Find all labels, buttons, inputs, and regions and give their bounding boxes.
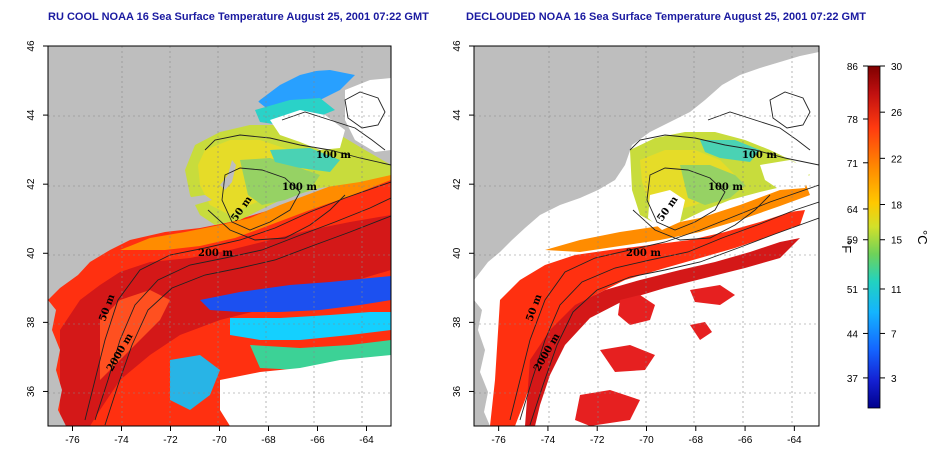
fahrenheit-tick-label: 44 [847, 329, 859, 340]
left-map: 100 m 100 m 50 m 200 m 50 m 2000 m [48, 46, 391, 426]
fahrenheit-tick-label: 71 [847, 159, 859, 170]
lon-tick-label: -76 [65, 435, 80, 446]
coastline-land [474, 46, 819, 280]
celsius-tick-label: 7 [891, 329, 897, 340]
lat-tick-label: 36 [452, 385, 463, 397]
lon-tick-label: -66 [738, 435, 753, 446]
lon-tick-label: -70 [212, 435, 227, 446]
celsius-tick-label: 22 [891, 154, 903, 165]
fahrenheit-tick-label: 86 [847, 62, 859, 73]
contour-label: 100 m [316, 150, 351, 161]
coastline-land [48, 46, 391, 260]
lon-tick-label: -70 [639, 435, 654, 446]
lat-tick-label: 42 [452, 178, 463, 190]
lon-tick-label: -68 [689, 435, 704, 446]
lat-tick-label: 46 [26, 40, 37, 52]
lon-tick-label: -68 [261, 435, 276, 446]
lon-tick-label: -64 [787, 435, 802, 446]
lat-tick-label: 40 [26, 247, 37, 259]
celsius-unit-label: °C [915, 230, 930, 245]
lon-tick-label: -72 [590, 435, 605, 446]
colorbar-gradient [867, 65, 881, 409]
lon-tick-label: -64 [359, 435, 374, 446]
lon-tick-label: -76 [491, 435, 506, 446]
lon-tick-label: -74 [541, 435, 556, 446]
celsius-tick-label: 26 [891, 108, 903, 119]
lon-tick-label: -72 [163, 435, 178, 446]
celsius-tick-label: 18 [891, 201, 903, 212]
contour-label: 200 m [198, 248, 233, 259]
fahrenheit-tick-label: 78 [847, 115, 859, 126]
lon-tick-label: -66 [310, 435, 325, 446]
fahrenheit-tick-label: 37 [847, 374, 859, 385]
lat-tick-label: 38 [452, 316, 463, 328]
fahrenheit-tick-label: 51 [847, 285, 859, 296]
fahrenheit-unit-label: °F [839, 240, 854, 253]
lat-tick-label: 40 [452, 247, 463, 259]
lat-tick-label: 44 [452, 109, 463, 121]
contour-label: 100 m [742, 150, 777, 161]
right-map: 100 m 100 m 50 m 200 m 50 m 2000 m [474, 46, 819, 426]
axes: -76 -74 -72 -70 -68 -66 -64 36 38 40 42 44 46 -76 -74 -… [26, 40, 802, 446]
colorbar: 86 78 71 64 59 51 44 37 30 26 22 18 15 11 7 3 °F °C [839, 62, 930, 409]
lat-tick-label: 36 [26, 385, 37, 397]
left-map-title: RU COOL NOAA 16 Sea Surface Temperature … [48, 11, 429, 23]
celsius-tick-label: 11 [891, 285, 902, 296]
contour-label: 100 m [708, 182, 743, 193]
celsius-tick-label: 15 [891, 236, 903, 247]
contour-label: 200 m [626, 248, 661, 259]
celsius-tick-label: 3 [891, 374, 897, 385]
fahrenheit-tick-label: 59 [847, 236, 859, 247]
lat-tick-label: 44 [26, 109, 37, 121]
lat-tick-label: 46 [452, 40, 463, 52]
contour-label: 100 m [282, 182, 317, 193]
lat-tick-label: 38 [26, 316, 37, 328]
lat-tick-label: 42 [26, 178, 37, 190]
celsius-tick-label: 30 [891, 62, 903, 73]
right-map-title: DECLOUDED NOAA 16 Sea Surface Temperatur… [466, 11, 866, 23]
lon-tick-label: -74 [114, 435, 129, 446]
colorbar-ticks: 86 78 71 64 59 51 44 37 30 26 22 18 15 11 7 3 [847, 62, 903, 385]
fahrenheit-tick-label: 64 [847, 205, 859, 216]
